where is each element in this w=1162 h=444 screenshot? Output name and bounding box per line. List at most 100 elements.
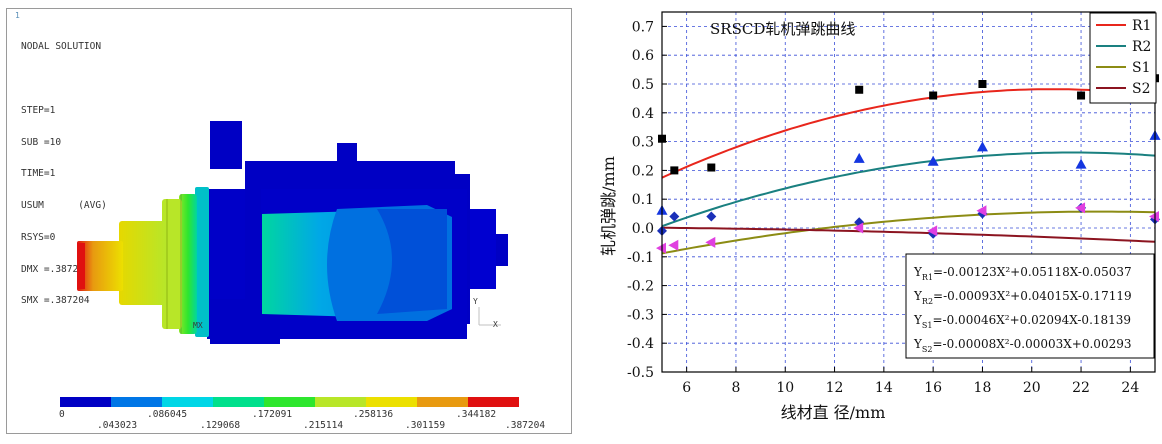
colorbar-swatch xyxy=(111,397,162,407)
point-r2 xyxy=(976,141,988,152)
colorbar-swatch xyxy=(162,397,213,407)
x-tick-label: 24 xyxy=(1121,380,1139,396)
info-line: USUM (AVG) xyxy=(21,200,107,212)
plot-frame xyxy=(661,11,1156,373)
colorbar-swatch xyxy=(213,397,264,407)
mx-marker: MX xyxy=(193,321,203,330)
point-r1 xyxy=(1077,91,1086,100)
fea-result-panel: 1 NODAL SOLUTION STEP=1 SUB =10 TIME=1 U… xyxy=(6,8,572,434)
equation-box: YR1=-0.00123X²+0.05118X-0.05037 YR2=-0.00… xyxy=(905,253,1155,359)
housing-top-lug xyxy=(210,121,242,169)
x-tick-label: 10 xyxy=(776,380,794,396)
shaft-end xyxy=(77,241,123,291)
chart-title: SRSCD轧机弹跳曲线 xyxy=(710,20,855,38)
x-tick-label: 12 xyxy=(826,380,844,396)
point-s1 xyxy=(669,211,680,222)
info-line: NODAL SOLUTION xyxy=(21,41,102,53)
x-tick-label: 16 xyxy=(924,380,942,396)
window-number: 1 xyxy=(15,11,20,20)
point-r2 xyxy=(927,155,939,166)
colorbar-label-top: .258136 xyxy=(353,409,394,420)
point-s2 xyxy=(853,222,864,234)
colorbar-label-top: .172091 xyxy=(252,409,293,420)
bore-contour-inner xyxy=(377,209,447,314)
housing-boss xyxy=(337,143,357,161)
info-line: TIME=1 xyxy=(21,168,56,180)
mill-spring-chart: 0.7 0.6 0.5 0.4 0.3 0.2 0.1 0.0 -0.1 -0.2 -0.3 -0.4… xyxy=(599,11,1161,422)
y-tick-label: 0.7 xyxy=(632,19,654,35)
info-line: STEP=1 xyxy=(21,104,56,116)
colorbar-label-top: .086045 xyxy=(147,409,188,420)
equation-r2: YR2=-0.00093X²+0.04015X-0.17119 xyxy=(913,289,1132,306)
equation-r1: YR1=-0.00123X²+0.05118X-0.05037 xyxy=(913,265,1132,282)
y-tick-label: -0.4 xyxy=(627,336,654,352)
x-tick-label: 6 xyxy=(682,380,691,396)
x-axis-label: 线材直 径/mm xyxy=(781,403,886,422)
colorbar-swatch xyxy=(60,397,111,407)
y-tick-label: -0.1 xyxy=(627,250,654,266)
x-tick-label: 8 xyxy=(731,380,740,396)
y-tick-label: 0.4 xyxy=(632,106,654,122)
colorbar-label-bottom: .387204 xyxy=(505,420,546,431)
colorbar-label-top: 0 xyxy=(59,409,65,420)
fit-curve-r2 xyxy=(661,151,1156,228)
y-tick-label: 0.0 xyxy=(632,221,654,237)
info-line: SUB =10 xyxy=(21,136,62,148)
colorbar-label-bottom: .129068 xyxy=(200,420,241,431)
shaft-tip xyxy=(77,243,85,289)
colorbar-label-bottom: .043023 xyxy=(97,420,138,431)
x-tick-label: 22 xyxy=(1072,380,1090,396)
fit-curve-r1 xyxy=(661,88,1156,179)
x-tick-label: 14 xyxy=(875,380,893,396)
y-tick-label: 0.1 xyxy=(632,192,654,208)
legend-label: R1 xyxy=(1132,18,1151,34)
end-cap xyxy=(470,209,496,289)
point-s2 xyxy=(1075,202,1086,214)
triad-x-label: X xyxy=(493,320,498,329)
point-r2 xyxy=(1075,158,1087,169)
point-r1 xyxy=(929,91,938,100)
point-r1 xyxy=(978,80,987,88)
triad-y-label: Y xyxy=(473,297,478,306)
legend: R1 R2 S1 S2 xyxy=(1089,12,1157,104)
y-tick-label: 0.6 xyxy=(632,48,654,64)
y-tick-label: 0.2 xyxy=(632,163,654,179)
x-tick-label: 18 xyxy=(974,380,992,396)
colorbar-label-bottom: .215114 xyxy=(303,420,344,431)
point-r1 xyxy=(855,85,864,94)
point-s2 xyxy=(976,205,987,217)
point-s1 xyxy=(706,211,717,222)
fit-curve-s1 xyxy=(661,210,1156,255)
y-axis-label: 轧机弹跳/mm xyxy=(599,156,618,256)
point-r1 xyxy=(707,163,716,172)
colorbar-swatch xyxy=(468,397,519,407)
end-stub xyxy=(496,234,508,266)
legend-label: R2 xyxy=(1132,39,1151,55)
x-axis-ticks: 6 8 10 12 14 16 18 20 22 24 xyxy=(682,367,1139,396)
housing-inner-wall xyxy=(245,189,261,324)
colorbar-swatch xyxy=(366,397,417,407)
info-line: RSYS=0 xyxy=(21,231,56,243)
colorbar-swatch xyxy=(315,397,366,407)
equation-box-frame xyxy=(905,253,1155,359)
y-tick-label: -0.3 xyxy=(627,307,654,323)
y-tick-label: -0.2 xyxy=(627,279,654,295)
colorbar-swatch xyxy=(264,397,315,407)
fit-curves xyxy=(661,88,1156,255)
legend-label: S2 xyxy=(1132,81,1151,97)
colorbar-swatch xyxy=(417,397,468,407)
x-tick-label: 20 xyxy=(1023,380,1041,396)
point-s2 xyxy=(668,239,679,251)
colorbar-label-bottom: .301159 xyxy=(405,420,446,431)
info-line: DMX =.387204 xyxy=(21,263,90,275)
collar xyxy=(119,221,165,305)
solution-info: NODAL SOLUTION STEP=1 SUB =10 TIME=1 USU… xyxy=(21,21,107,328)
fit-curve-s2 xyxy=(662,226,1156,243)
disc-2 xyxy=(179,194,197,334)
y-axis-ticks: 0.7 0.6 0.5 0.4 0.3 0.2 0.1 0.0 -0.1 -0.2 -0.3 -0.4… xyxy=(627,19,667,381)
y-tick-label: -0.5 xyxy=(627,365,654,381)
fea-model-drawing xyxy=(60,121,519,407)
equation-s2: YS2=-0.00008X²-0.00003X+0.00293 xyxy=(913,337,1131,354)
equation-s1: YS1=-0.00046X²+0.02094X-0.18139 xyxy=(913,313,1131,330)
point-s2 xyxy=(927,225,938,237)
